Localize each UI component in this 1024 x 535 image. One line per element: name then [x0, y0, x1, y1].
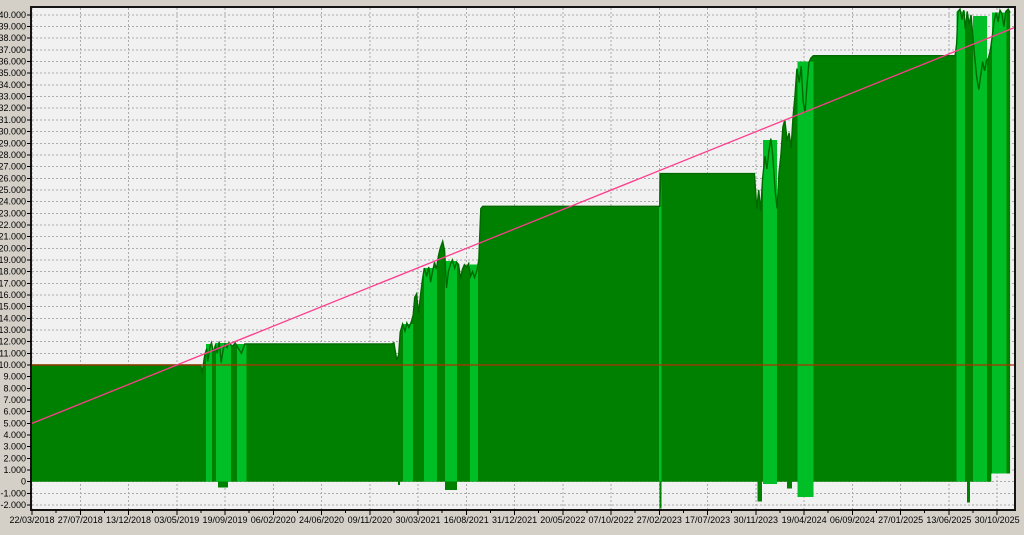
y-tick-label: 23.000 [0, 208, 26, 218]
x-tick-label: 20/05/2022 [540, 515, 585, 525]
y-tick-label: 26.000 [0, 173, 26, 183]
y-tick-label: 16.000 [0, 290, 26, 300]
equity-stripe [991, 12, 1007, 474]
y-tick-label: 2.000 [3, 453, 26, 463]
y-tick-label: 8.000 [3, 383, 26, 393]
x-tick-label: 22/03/2018 [9, 515, 54, 525]
equity-stripe [797, 61, 814, 497]
drawdown-notch [787, 481, 793, 489]
y-tick-label: 36.000 [0, 57, 26, 67]
equity-stripe [470, 264, 478, 482]
x-tick-label: 31/12/2021 [492, 515, 537, 525]
equity-stripe [423, 268, 437, 482]
x-tick-label: 30/10/2025 [975, 515, 1020, 525]
x-tick-label: 19/04/2024 [782, 515, 827, 525]
y-tick-label: 3.000 [3, 442, 26, 452]
x-tick-label: 13/06/2025 [926, 515, 971, 525]
y-tick-label: 40.000 [0, 10, 26, 20]
y-tick-label: 29.000 [0, 138, 26, 148]
y-tick-label: 13.000 [0, 325, 26, 335]
drawdown-notches [217, 481, 971, 509]
equity-stripe [658, 173, 662, 482]
x-tick-label: 30/11/2023 [734, 515, 778, 525]
y-tick-label: 21.000 [0, 232, 26, 242]
x-tick-label: 03/05/2019 [154, 515, 199, 525]
x-tick-label: 27/07/2018 [58, 515, 103, 525]
drawdown-notch [217, 481, 228, 488]
x-tick-label: 30/03/2021 [396, 515, 441, 525]
y-tick-label: 17.000 [0, 278, 26, 288]
y-tick-label: 0 [21, 477, 26, 487]
y-tick-label: 39.000 [0, 22, 26, 32]
drawdown-notch [967, 481, 971, 503]
y-tick-label: 5.000 [3, 418, 26, 428]
y-tick-label: 38.000 [0, 33, 26, 43]
plot-border [30, 6, 1016, 511]
y-tick-label: -1.000 [0, 488, 26, 498]
x-tick-label: 07/10/2022 [589, 515, 634, 525]
y-tick-label: 32.000 [0, 103, 26, 113]
y-tick-label: 37.000 [0, 45, 26, 55]
trend-line [31, 27, 1015, 424]
x-tick-label: 06/09/2024 [830, 515, 875, 525]
drawdown-notch [445, 481, 458, 490]
y-tick-label: 24.000 [0, 197, 26, 207]
y-tick-label: 27.000 [0, 162, 26, 172]
drawdown-notch [397, 481, 401, 486]
y-tick-label: 6.000 [3, 407, 26, 417]
drawdown-notch [659, 481, 662, 509]
x-tick-label: 27/02/2023 [637, 515, 682, 525]
x-tick-label: 27/01/2025 [878, 515, 923, 525]
equity-stripe [403, 324, 414, 482]
y-tick-label: 20.000 [0, 243, 26, 253]
equity-stripe [206, 343, 212, 482]
x-tick-label: 17/07/2023 [685, 515, 730, 525]
y-tick-label: 7.000 [3, 395, 26, 405]
y-tick-label: 31.000 [0, 115, 26, 125]
y-tick-label: 30.000 [0, 127, 26, 137]
y-tick-label: 12.000 [0, 337, 26, 347]
equity-stripe [763, 139, 778, 485]
x-tick-label: 09/11/2020 [348, 515, 392, 525]
x-tick-label: 19/09/2019 [202, 515, 247, 525]
equity-stripe [237, 343, 247, 482]
y-tick-label: 4.000 [3, 430, 26, 440]
equity-stripe [445, 261, 458, 482]
x-tick-label: 13/12/2018 [106, 515, 151, 525]
drawdown-notch [757, 481, 763, 502]
y-tick-label: 11.000 [0, 348, 26, 358]
y-tick-label: 19.000 [0, 255, 26, 265]
y-tick-label: 9.000 [3, 372, 26, 382]
y-tick-label: 1.000 [3, 465, 26, 475]
y-tick-label: 25.000 [0, 185, 26, 195]
x-tick-label: 06/02/2020 [251, 515, 296, 525]
y-tick-label: -2.000 [0, 500, 26, 510]
y-tick-label: 14.000 [0, 313, 26, 323]
equity-stripes [206, 11, 1007, 497]
y-tick-label: 35.000 [0, 68, 26, 78]
x-axis: 22/03/2018 27/07/2018 13/12/2018 03/05/2019… [9, 510, 1020, 525]
equity-stripe [215, 342, 231, 482]
y-tick-label: 34.000 [0, 80, 26, 90]
y-tick-label: 22.000 [0, 220, 26, 230]
y-tick-label: 15.000 [0, 302, 26, 312]
x-tick-label: 16/08/2021 [444, 515, 489, 525]
y-tick-label: 10.000 [0, 360, 26, 370]
equity-stripe [956, 11, 965, 482]
balance-curve-line [32, 8, 1011, 374]
y-tick-label: 18.000 [0, 267, 26, 277]
y-tick-label: 28.000 [0, 150, 26, 160]
x-tick-label: 24/06/2020 [299, 515, 344, 525]
y-tick-label: 33.000 [0, 92, 26, 102]
